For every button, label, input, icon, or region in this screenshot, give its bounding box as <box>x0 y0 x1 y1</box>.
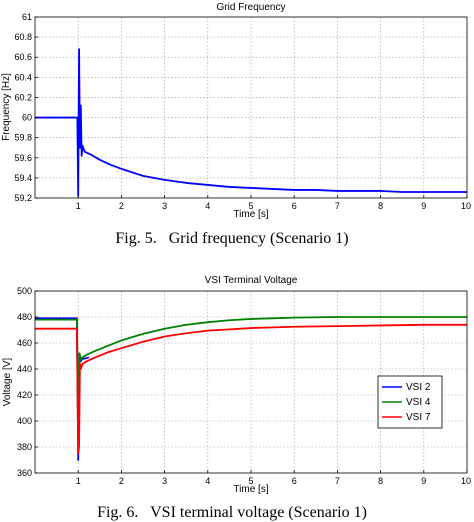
series-line-vsi-4 <box>35 316 467 422</box>
legend-label-vsi-7: VSI 7 <box>406 412 431 423</box>
series-line-vsi-7 <box>35 323 467 455</box>
y-tick-label: 60.8 <box>14 32 32 42</box>
x-tick-label: 7 <box>335 476 340 486</box>
x-tick-label: 3 <box>162 476 167 486</box>
y-tick-label: 59.4 <box>14 173 32 183</box>
y-tick-label: 360 <box>17 468 32 478</box>
y-axis-label: Frequency [Hz] <box>1 73 12 141</box>
x-tick-label: 6 <box>292 201 297 211</box>
y-tick-label: 420 <box>17 390 32 400</box>
x-axis-label: Time [s] <box>233 209 268 220</box>
legend: VSI 2 VSI 4 VSI 7 <box>377 375 443 429</box>
x-axis-label: Time [s] <box>233 484 268 495</box>
y-tick-label: 460 <box>17 338 32 348</box>
figure-caption: Fig. 5. Grid frequency (Scenario 1) <box>115 230 348 247</box>
x-tick-label: 5 <box>248 476 253 486</box>
figure-caption: Fig. 6. VSI terminal voltage (Scenario 1… <box>97 504 367 521</box>
x-tick-label: 10 <box>461 201 471 211</box>
grid-frequency-chart: Grid Frequency 1 2 3 4 5 6 7 8 9 10 59.2 59.4 59.6 59… <box>1 2 471 247</box>
x-tick-label: 3 <box>162 201 167 211</box>
plot-frame <box>34 16 468 199</box>
x-tick-label: 1 <box>76 476 81 486</box>
x-tick-label: 1 <box>76 201 81 211</box>
y-tick-label: 440 <box>17 364 32 374</box>
x-tick-label: 9 <box>421 476 426 486</box>
y-tick-label: 480 <box>17 312 32 322</box>
x-tick-label: 5 <box>248 201 253 211</box>
series-line-vsi-2 <box>35 317 90 461</box>
y-tick-label: 400 <box>17 416 32 426</box>
y-tick-label: 59.6 <box>14 153 32 163</box>
vsi-terminal-voltage-chart: VSI Terminal Voltage 1 2 3 4 5 6 7 8 9 10 360 380 40… <box>2 275 471 521</box>
x-tick-label: 9 <box>421 201 426 211</box>
x-tick-label: 10 <box>461 476 471 486</box>
chart-title: Grid Frequency <box>217 2 286 13</box>
y-tick-label: 60 <box>22 113 32 123</box>
x-tick-label: 2 <box>119 476 124 486</box>
y-tick-label: 60.4 <box>14 72 32 82</box>
x-tick-label: 4 <box>205 476 210 486</box>
legend-label-vsi-2: VSI 2 <box>406 382 431 393</box>
y-axis-label: Voltage [V] <box>2 358 13 407</box>
x-tick-label: 6 <box>292 476 297 486</box>
x-tick-label: 4 <box>205 201 210 211</box>
y-tick-label: 60.6 <box>14 52 32 62</box>
x-tick-label: 2 <box>119 201 124 211</box>
y-tick-label: 59.2 <box>14 193 32 203</box>
x-tick-label: 7 <box>335 201 340 211</box>
y-tick-label: 60.2 <box>14 92 32 102</box>
x-tick-label: 8 <box>378 476 383 486</box>
x-tick-label: 8 <box>378 201 383 211</box>
chart-title: VSI Terminal Voltage <box>205 275 298 286</box>
y-tick-label: 59.8 <box>14 133 32 143</box>
legend-label-vsi-4: VSI 4 <box>406 397 431 408</box>
y-tick-label: 500 <box>17 286 32 296</box>
y-tick-label: 61 <box>22 12 32 22</box>
y-tick-label: 380 <box>17 442 32 452</box>
series-line <box>35 48 467 197</box>
